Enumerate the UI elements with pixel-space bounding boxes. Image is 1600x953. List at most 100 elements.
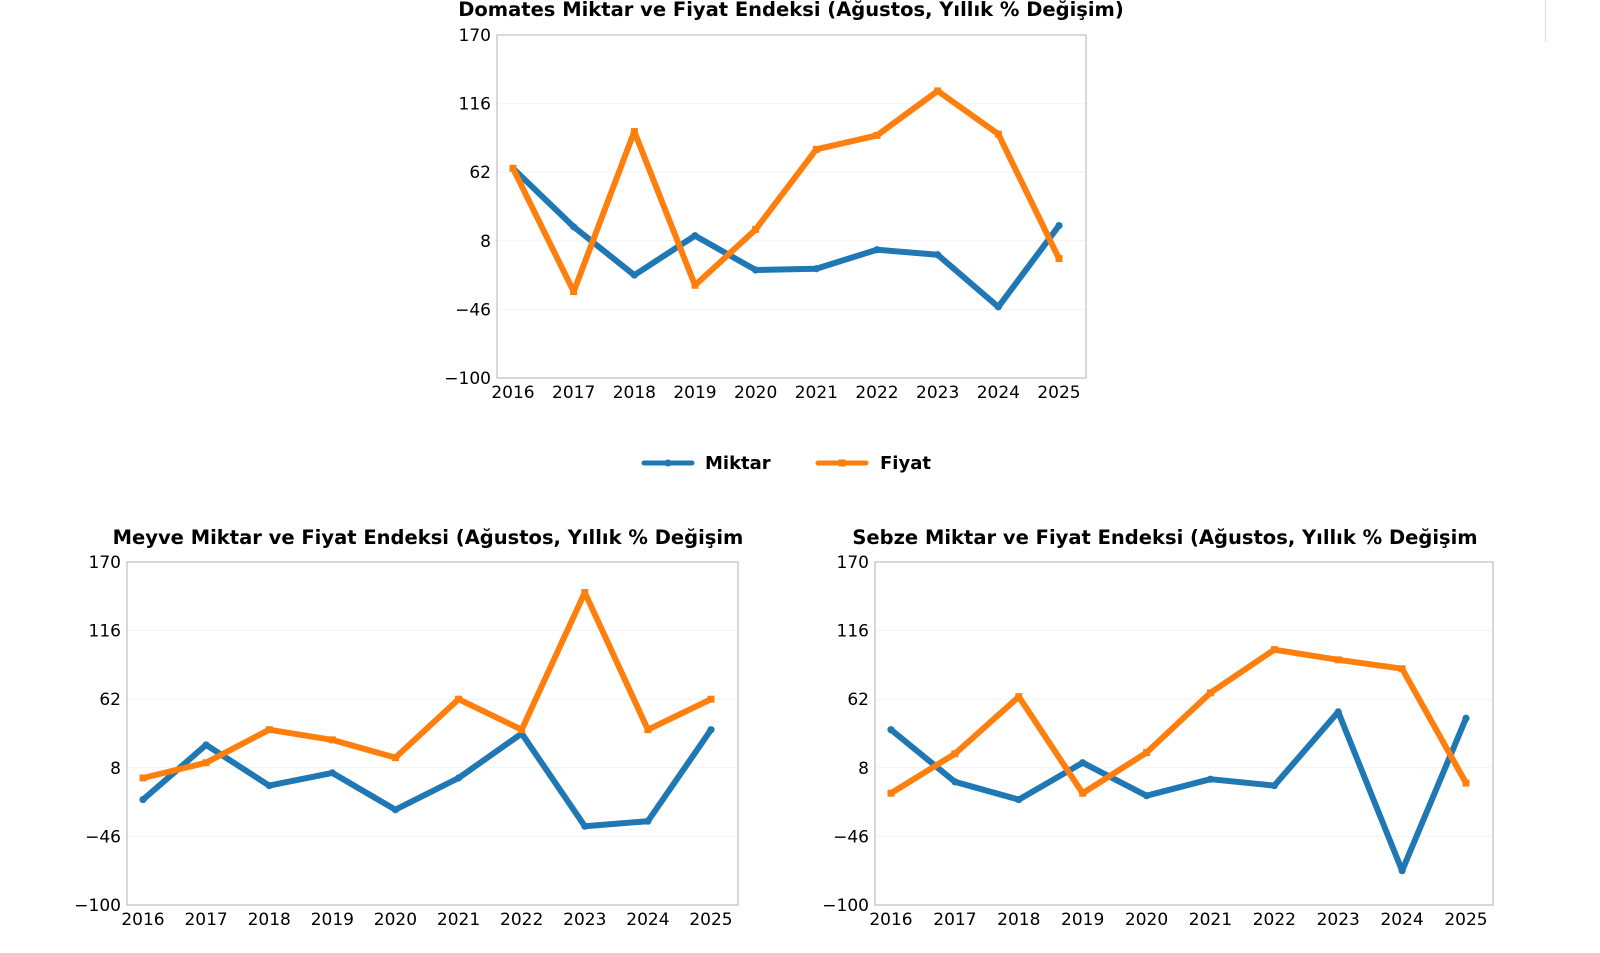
x-tick-label: 2018 [997, 910, 1040, 930]
data-point-fiyat [265, 726, 273, 734]
data-point-miktar [691, 232, 699, 240]
legend-label-miktar: Miktar [705, 453, 771, 474]
data-point-miktar [265, 781, 273, 790]
series-line-miktar [140, 726, 714, 830]
y-tick-label: −46 [455, 300, 491, 320]
series-line-fiyat [140, 589, 714, 781]
series-lines [888, 646, 1469, 874]
data-point-fiyat [994, 130, 1002, 138]
data-point-fiyat [1055, 255, 1063, 263]
series-lines [510, 87, 1062, 310]
x-tick-labels: 2016 2017 2018 2019 2020 2021 2022 2023 2024 2025 [121, 910, 732, 930]
x-tick-label: 2025 [1037, 383, 1080, 403]
y-tick-labels: 170 116 62 8 −46 −100 [822, 553, 869, 916]
series-points [139, 588, 715, 830]
series-line-fiyat [888, 646, 1469, 797]
x-tick-label: 2017 [184, 910, 227, 930]
y-tick-label: −46 [833, 827, 869, 847]
y-tick-labels: 170 116 62 8 −46 −100 [444, 26, 491, 389]
y-tick-label: 170 [89, 553, 121, 573]
y-tick-label: 170 [837, 553, 869, 573]
y-tick-label: 62 [99, 690, 121, 710]
x-tick-label: 2021 [1189, 910, 1232, 930]
chart-title: Domates Miktar ve Fiyat Endeksi (Ağustos… [458, 0, 1124, 21]
y-tick-label: 8 [110, 759, 121, 779]
data-point-miktar [873, 246, 881, 254]
data-point-miktar [1142, 792, 1151, 800]
data-point-miktar [951, 778, 959, 786]
x-tick-label: 2019 [311, 910, 354, 930]
chart-title: Sebze Miktar ve Fiyat Endeksi (Ağustos, … [852, 526, 1477, 549]
data-point-miktar [752, 266, 760, 274]
x-tick-label: 2022 [855, 383, 898, 403]
x-tick-label: 2017 [552, 383, 595, 403]
data-point-miktar [391, 806, 400, 814]
data-point-fiyat [1143, 749, 1151, 757]
series-line-fiyat [510, 87, 1062, 295]
series-points [509, 87, 1063, 311]
x-tick-label: 2022 [500, 910, 543, 930]
data-point-miktar [1270, 781, 1278, 790]
data-point-fiyat [581, 588, 589, 596]
page-edge-line [1545, 0, 1546, 42]
y-tick-label: 116 [89, 622, 121, 642]
x-tick-label: 2024 [626, 910, 669, 930]
y-tick-label: −100 [74, 896, 121, 916]
x-tick-label: 2020 [1125, 910, 1168, 930]
y-tick-label: 170 [459, 26, 491, 46]
x-tick-label: 2018 [613, 383, 656, 403]
data-point-fiyat [139, 774, 147, 782]
series-points [887, 646, 1470, 875]
data-point-miktar [812, 265, 820, 273]
data-point-fiyat [812, 145, 820, 153]
data-point-miktar [1462, 714, 1470, 722]
data-point-fiyat [887, 789, 895, 797]
data-point-miktar [707, 726, 715, 734]
data-point-fiyat [202, 759, 210, 767]
gridlines [875, 561, 1493, 906]
x-tick-label: 2019 [673, 383, 716, 403]
x-tick-label: 2017 [933, 910, 976, 930]
x-tick-label: 2022 [1253, 910, 1296, 930]
y-tick-label: −100 [822, 896, 869, 916]
series-line-miktar [510, 165, 1062, 310]
data-point-fiyat [752, 225, 760, 233]
chart-sebze: Sebze Miktar ve Fiyat Endeksi (Ağustos, … [822, 526, 1494, 930]
plot-frame [496, 34, 1087, 379]
x-tick-label: 2024 [977, 383, 1020, 403]
data-point-fiyat [1015, 693, 1023, 701]
y-tick-label: −100 [444, 369, 491, 389]
data-point-fiyat [455, 695, 463, 703]
plot-frame [126, 561, 739, 906]
data-point-fiyat [934, 87, 942, 95]
x-tick-label: 2020 [734, 383, 777, 403]
data-point-miktar [1334, 708, 1342, 716]
data-point-fiyat [1398, 665, 1406, 673]
x-tick-labels: 2016 2017 2018 2019 2020 2021 2022 2023 2024 2025 [869, 910, 1487, 930]
x-tick-label: 2016 [121, 910, 164, 930]
data-point-miktar [1015, 795, 1023, 804]
y-tick-label: 62 [847, 690, 869, 710]
data-point-miktar [202, 741, 210, 749]
y-tick-labels: 170 116 62 8 −46 −100 [74, 553, 121, 916]
x-tick-labels: 2016 2017 2018 2019 2020 2021 2022 2023 2024 2025 [491, 383, 1080, 403]
data-point-miktar [887, 726, 895, 734]
data-point-fiyat [328, 736, 336, 744]
data-point-fiyat [391, 754, 399, 762]
y-tick-label: 62 [469, 163, 491, 183]
data-point-miktar [644, 817, 652, 825]
y-tick-label: −46 [85, 827, 121, 847]
data-point-fiyat [509, 164, 517, 172]
data-point-miktar [934, 251, 942, 259]
y-tick-label: 8 [858, 759, 869, 779]
legend-marker-miktar [664, 459, 672, 467]
data-point-miktar [630, 271, 638, 279]
x-tick-label: 2023 [563, 910, 606, 930]
data-point-fiyat [873, 131, 881, 139]
data-point-miktar [328, 769, 336, 777]
x-tick-label: 2025 [689, 910, 732, 930]
chart-meyve: Meyve Miktar ve Fiyat Endeksi (Ağustos, … [74, 526, 743, 930]
data-point-fiyat [707, 695, 715, 703]
